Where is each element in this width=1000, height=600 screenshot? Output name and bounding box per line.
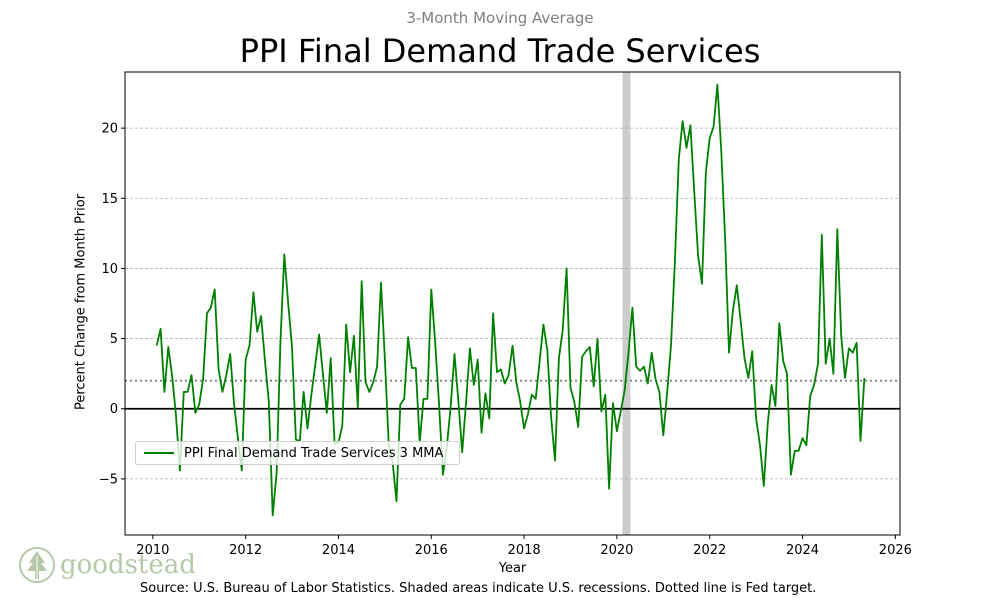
- legend-swatch: [144, 452, 174, 454]
- grid-lines: [125, 127, 900, 480]
- x-tick-label-2018: 2018: [508, 543, 541, 558]
- reference-lines: [125, 379, 900, 410]
- chart-subtitle: 3-Month Moving Average: [406, 9, 594, 27]
- legend: PPI Final Demand Trade Services 3 MMA: [135, 441, 460, 465]
- y-axis-label: Percent Change from Month Prior: [73, 193, 89, 411]
- y-tick-label-10: 10: [101, 262, 118, 277]
- y-tick-label-15: 15: [101, 192, 118, 207]
- chart-title: PPI Final Demand Trade Services: [239, 32, 761, 70]
- tree-icon: [19, 547, 55, 583]
- legend-label: PPI Final Demand Trade Services 3 MMA: [184, 445, 444, 461]
- logo-text: goodstead: [60, 550, 196, 580]
- source-note: Source: U.S. Bureau of Labor Statistics.…: [140, 581, 817, 596]
- x-tick-label-2020: 2020: [600, 543, 633, 558]
- series-lines: [155, 83, 866, 517]
- recession-band-0: [622, 72, 631, 535]
- x-tick-label-2026: 2026: [879, 543, 912, 558]
- y-tick-label-5: 5: [110, 332, 118, 347]
- x-tick-label-2014: 2014: [322, 543, 355, 558]
- series-line-0: [155, 83, 866, 517]
- x-tick-label-2016: 2016: [415, 543, 448, 558]
- axes: 2010 2012 2014 2016 2018 2020 2022 2024 2026−505…: [99, 71, 912, 558]
- goodstead-logo: goodstead: [18, 546, 196, 584]
- x-tick-label-2022: 2022: [693, 543, 726, 558]
- x-tick-label-2012: 2012: [229, 543, 262, 558]
- x-tick-label-2010: 2010: [136, 543, 169, 558]
- y-tick-label-20: 20: [101, 122, 118, 137]
- y-tick-label--5: −5: [99, 472, 118, 487]
- x-tick-label-2024: 2024: [786, 543, 819, 558]
- x-axis-label: Year: [498, 561, 527, 576]
- plot-frame: [124, 71, 901, 536]
- recession-shading: [622, 72, 631, 535]
- y-tick-label-0: 0: [110, 402, 118, 417]
